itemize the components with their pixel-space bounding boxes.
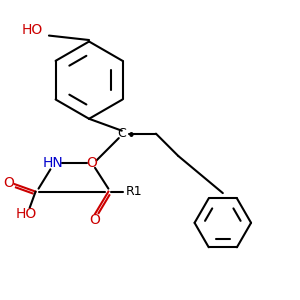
Text: O: O — [87, 156, 98, 170]
Text: HO: HO — [16, 207, 37, 221]
Text: O: O — [90, 213, 101, 227]
Text: C: C — [117, 127, 126, 140]
Text: HN: HN — [43, 156, 64, 170]
Text: R1: R1 — [126, 185, 143, 198]
Text: HO: HO — [22, 22, 43, 37]
Text: •: • — [127, 128, 136, 143]
Text: O: O — [3, 176, 14, 190]
